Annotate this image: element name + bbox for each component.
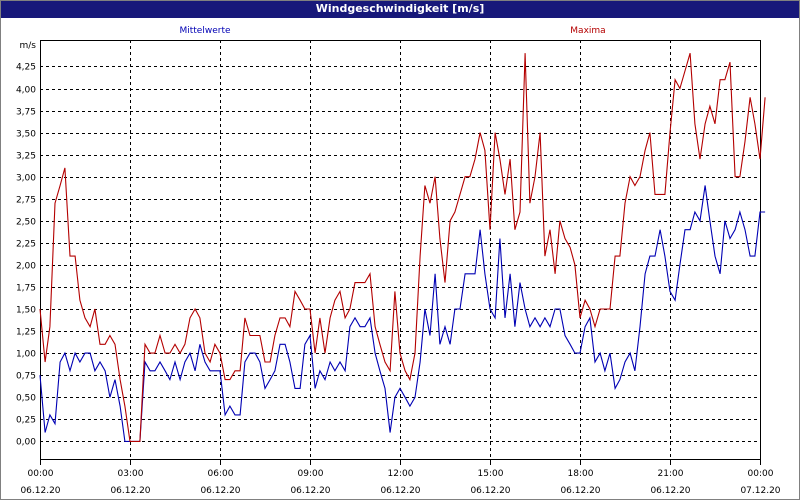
x-tick-time: 15:00 [478, 469, 504, 479]
x-tick-time: 09:00 [298, 469, 324, 479]
y-tick-label: 3,00 [16, 174, 36, 184]
x-tick-time: 00:00 [28, 469, 54, 479]
y-tick-label: 0,50 [16, 394, 36, 404]
y-tick-label: 0,00 [16, 438, 36, 448]
x-tick-date: 06.12.20 [470, 486, 510, 496]
y-tick-label: 4,25 [16, 63, 36, 73]
y-tick-label: 1,00 [16, 350, 36, 360]
series-line-mittelwerte [39, 185, 766, 442]
y-tick-label: 3,25 [16, 152, 36, 162]
y-tick-label: 3,75 [16, 108, 36, 118]
x-tick-date: 06.12.20 [650, 486, 690, 496]
y-tick-label: 4,00 [16, 86, 36, 96]
x-tick-date: 06.12.20 [560, 486, 600, 496]
x-tick-date: 06.12.20 [20, 486, 60, 496]
y-tick-label: 1,25 [16, 328, 36, 338]
x-tick-time: 00:00 [748, 469, 774, 479]
x-tick-date: 07.12.20 [740, 486, 780, 496]
y-tick-label: 2,25 [16, 240, 36, 250]
x-tick-time: 06:00 [208, 469, 234, 479]
legend-entry-maxima: Maxima [570, 26, 605, 36]
y-tick-label: 0,75 [16, 372, 36, 382]
y-tick-label: 2,00 [16, 262, 36, 272]
y-tick-label: 3,50 [16, 130, 36, 140]
x-tick-time: 21:00 [658, 469, 684, 479]
y-tick-label: 2,75 [16, 196, 36, 206]
x-tick-date: 06.12.20 [110, 486, 150, 496]
y-tick-label: 2,50 [16, 218, 36, 228]
x-tick-time: 03:00 [118, 469, 144, 479]
legend-entry-mittelwerte: Mittelwerte [179, 26, 230, 36]
x-tick-time: 12:00 [388, 469, 414, 479]
x-tick-time: 18:00 [568, 469, 594, 479]
x-tick-date: 06.12.20 [380, 486, 420, 496]
x-tick-date: 06.12.20 [290, 486, 330, 496]
plot-frame [40, 40, 761, 460]
x-tick-date: 06.12.20 [200, 486, 240, 496]
y-tick-label: 1,75 [16, 284, 36, 294]
y-tick-label: 1,50 [16, 306, 36, 316]
y-tick-label: 0,25 [16, 416, 36, 426]
series-line-maxima [39, 53, 766, 442]
chart-title: Windgeschwindigkeit [m/s] [0, 0, 800, 18]
y-axis-label: m/s [20, 41, 37, 51]
